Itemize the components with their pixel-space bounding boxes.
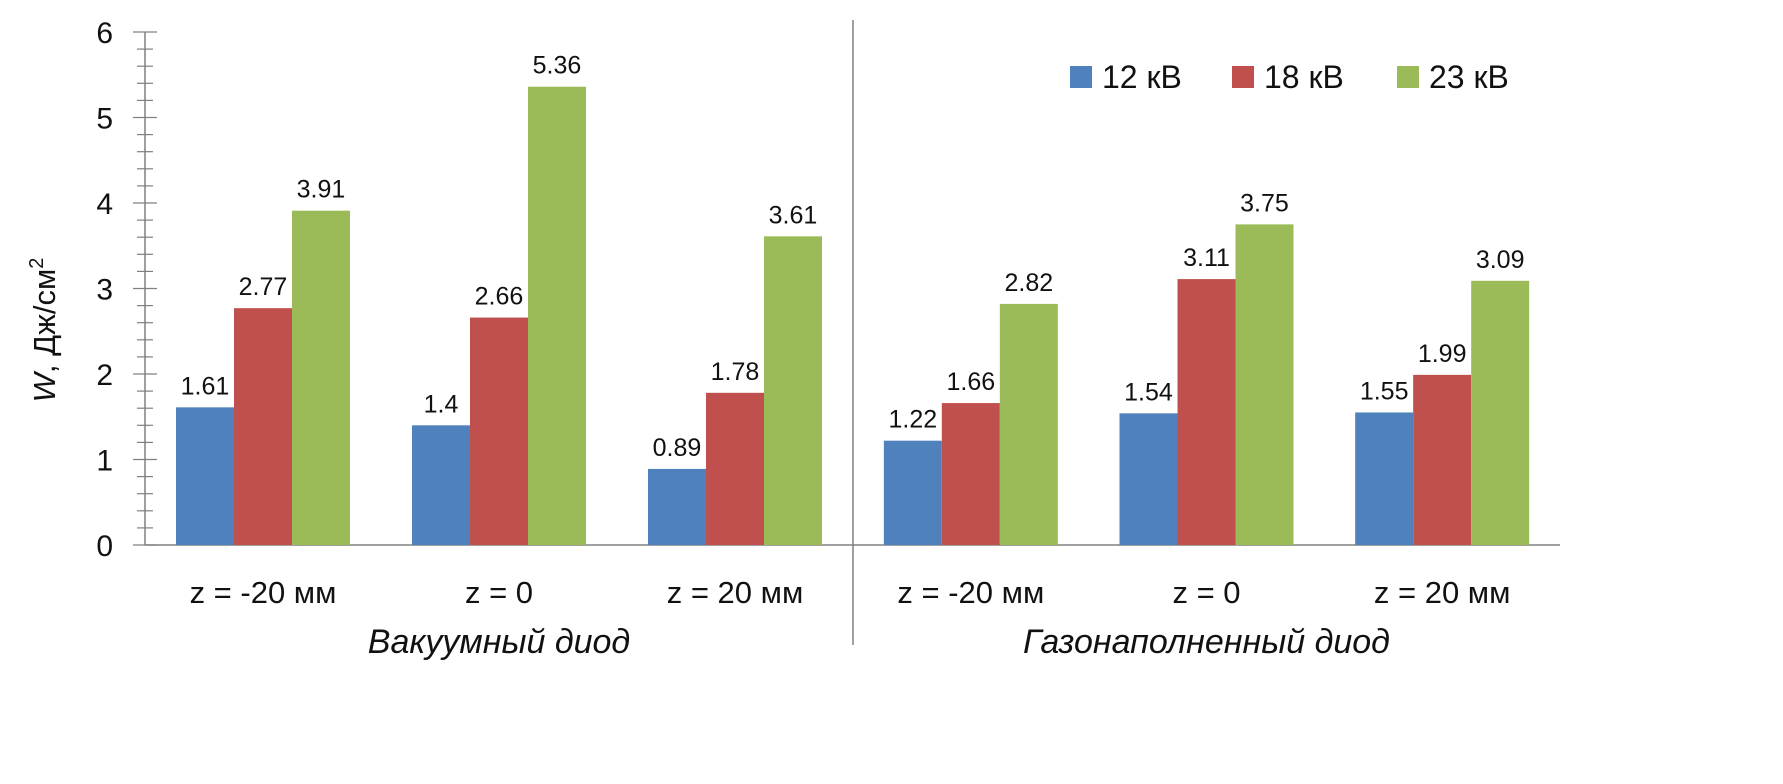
bar-value-label: 1.78 [711, 358, 760, 386]
category-label: z = 0 [1172, 575, 1240, 610]
category-labels: z = -20 мм z = 0 z = 20 мм Вакуумный диод z … [190, 575, 1511, 661]
bar-value-label: 3.91 [297, 176, 346, 204]
bar-18-кВ [706, 392, 764, 545]
legend: 12 кВ 18 кВ 23 кВ [1070, 59, 1509, 95]
category-label: z = -20 мм [190, 575, 337, 610]
axes: 0 1 2 3 4 5 6 [96, 17, 1560, 645]
bar-value-label: 2.82 [1004, 269, 1053, 297]
group-label: Вакуумный диод [368, 623, 630, 661]
bar-12-кВ [1119, 413, 1178, 545]
bar-18-кВ [941, 403, 1000, 545]
bar-18-кВ [1177, 279, 1236, 545]
y-axis-label: W, Дж/см2 [26, 258, 62, 403]
bar-12-кВ [176, 407, 234, 545]
y-tick-label: 6 [96, 17, 113, 50]
group-label: Газонаполненный диод [1023, 623, 1390, 661]
y-tick-label: 2 [96, 359, 113, 392]
bar-18-кВ [470, 317, 528, 545]
bars [176, 86, 1530, 545]
bar-value-label: 2.77 [239, 273, 288, 301]
bar-value-label: 3.11 [1183, 244, 1230, 272]
bar-12-кВ [1355, 412, 1414, 545]
bar-23-кВ [528, 86, 586, 545]
bar-value-label: 2.66 [475, 283, 524, 311]
bar-12-кВ [412, 425, 470, 545]
category-label: z = 0 [465, 575, 533, 610]
bar-value-label: 1.55 [1360, 377, 1409, 405]
bar-18-кВ [1413, 374, 1472, 545]
y-tick-label: 3 [96, 274, 113, 307]
bar-value-label: 1.54 [1124, 378, 1173, 406]
y-tick-label: 1 [96, 445, 113, 478]
bar-value-label: 1.22 [888, 406, 937, 434]
bar-23-кВ [292, 210, 350, 545]
legend-label: 23 кВ [1429, 59, 1509, 95]
bar-value-label: 3.61 [769, 201, 818, 229]
category-label: z = -20 мм [897, 575, 1044, 610]
bar-12-кВ [648, 468, 706, 545]
data-labels: 1.61 2.77 3.91 1.4 2.66 5.36 0.89 1.78 3.61 1.22 1… [181, 52, 1525, 462]
bar-value-label: 1.4 [424, 390, 459, 418]
category-label: z = 20 мм [667, 575, 804, 610]
legend-swatch [1070, 66, 1092, 88]
bar-23-кВ [999, 303, 1058, 545]
bar-23-кВ [1471, 280, 1530, 545]
bar-value-label: 1.61 [181, 372, 230, 400]
bar-value-label: 0.89 [653, 434, 702, 462]
bar-23-кВ [1235, 224, 1294, 545]
y-tick-label: 4 [96, 188, 113, 221]
bar-value-label: 3.75 [1240, 189, 1289, 217]
bar-value-label: 5.36 [533, 52, 582, 80]
legend-swatch [1232, 66, 1254, 88]
bar-value-label: 1.66 [946, 368, 995, 396]
y-tick-label: 0 [96, 530, 113, 563]
y-axis-label-superscript: 2 [26, 258, 48, 269]
y-axis-label-symbol: W [27, 370, 62, 402]
legend-label: 12 кВ [1102, 59, 1182, 95]
y-tick-label: 5 [96, 103, 113, 136]
category-label: z = 20 мм [1374, 575, 1511, 610]
legend-label: 18 кВ [1264, 59, 1344, 95]
y-axis-label-unit: , Дж/см [27, 269, 62, 373]
bar-value-label: 1.99 [1418, 340, 1467, 368]
bar-value-label: 3.09 [1476, 246, 1525, 274]
bar-23-кВ [764, 236, 822, 545]
bar-18-кВ [234, 308, 292, 545]
legend-swatch [1397, 66, 1419, 88]
bar-12-кВ [883, 440, 942, 545]
